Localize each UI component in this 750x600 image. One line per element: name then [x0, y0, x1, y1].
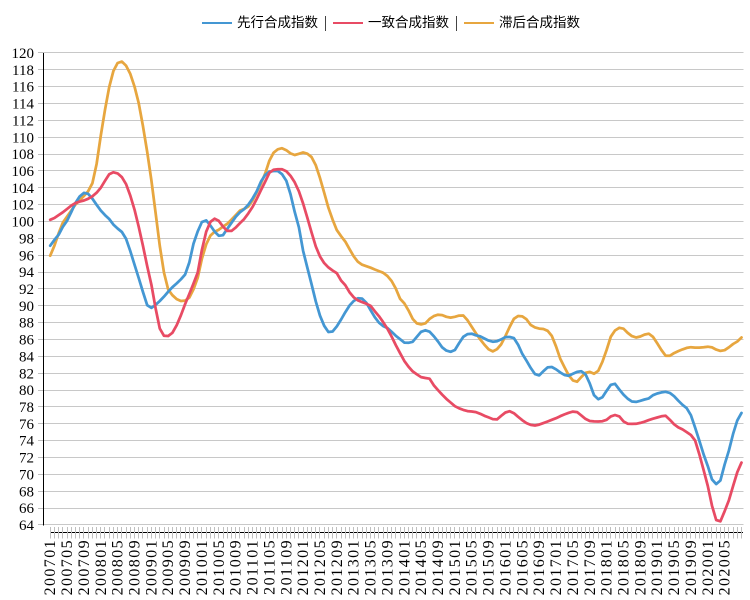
svg-text:201505: 201505 — [464, 539, 481, 595]
svg-text:201301: 201301 — [346, 539, 363, 595]
svg-text:200801: 200801 — [93, 539, 110, 595]
svg-text:78: 78 — [19, 400, 34, 416]
svg-text:200805: 200805 — [110, 539, 127, 595]
svg-text:84: 84 — [19, 349, 35, 365]
svg-text:120: 120 — [12, 46, 35, 62]
svg-text:82: 82 — [19, 366, 34, 382]
svg-text:201401: 201401 — [396, 539, 413, 595]
svg-text:201705: 201705 — [565, 539, 582, 595]
svg-text:201309: 201309 — [379, 539, 396, 595]
svg-text:201605: 201605 — [514, 539, 531, 595]
svg-text:68: 68 — [19, 484, 34, 500]
svg-text:200705: 200705 — [59, 539, 76, 595]
svg-text:200809: 200809 — [127, 539, 144, 595]
svg-text:201101: 201101 — [245, 539, 262, 595]
svg-text:116: 116 — [12, 80, 34, 96]
svg-text:102: 102 — [12, 198, 35, 214]
svg-text:201801: 201801 — [599, 539, 616, 595]
svg-text:201409: 201409 — [430, 539, 447, 595]
svg-text:201105: 201105 — [261, 539, 278, 595]
svg-text:201405: 201405 — [413, 539, 430, 595]
svg-text:90: 90 — [19, 299, 34, 315]
svg-text:112: 112 — [12, 113, 34, 129]
svg-text:201509: 201509 — [481, 539, 498, 595]
svg-text:202001: 202001 — [700, 539, 717, 595]
svg-text:64: 64 — [19, 518, 35, 534]
svg-text:202005: 202005 — [717, 539, 734, 595]
svg-text:200905: 200905 — [160, 539, 177, 595]
svg-text:200909: 200909 — [177, 539, 194, 595]
svg-text:200709: 200709 — [76, 539, 93, 595]
svg-text:80: 80 — [19, 383, 34, 399]
svg-text:201805: 201805 — [616, 539, 633, 595]
svg-text:201305: 201305 — [363, 539, 380, 595]
svg-text:86: 86 — [19, 333, 35, 349]
svg-text:201709: 201709 — [582, 539, 599, 595]
svg-text:201601: 201601 — [497, 539, 514, 595]
svg-text:201109: 201109 — [278, 539, 295, 595]
svg-text:96: 96 — [19, 248, 35, 264]
svg-text:98: 98 — [19, 231, 34, 247]
svg-text:200701: 200701 — [42, 539, 59, 595]
svg-text:201901: 201901 — [649, 539, 666, 595]
svg-text:114: 114 — [12, 97, 34, 113]
svg-text:201809: 201809 — [632, 539, 649, 595]
svg-text:76: 76 — [19, 417, 35, 433]
svg-text:201209: 201209 — [329, 539, 346, 595]
svg-text:104: 104 — [12, 181, 35, 197]
svg-text:66: 66 — [19, 501, 35, 517]
svg-text:118: 118 — [12, 63, 34, 79]
svg-text:70: 70 — [19, 467, 34, 483]
svg-text:201005: 201005 — [211, 539, 228, 595]
svg-text:201009: 201009 — [228, 539, 245, 595]
svg-text:201201: 201201 — [295, 539, 312, 595]
svg-text:110: 110 — [12, 130, 34, 146]
svg-text:94: 94 — [19, 265, 35, 281]
svg-text:201501: 201501 — [447, 539, 464, 595]
svg-text:201701: 201701 — [548, 539, 565, 595]
svg-text:201905: 201905 — [666, 539, 683, 595]
svg-text:100: 100 — [12, 215, 35, 231]
svg-text:108: 108 — [12, 147, 35, 163]
svg-text:201001: 201001 — [194, 539, 211, 595]
svg-text:92: 92 — [19, 282, 34, 298]
svg-text:74: 74 — [19, 434, 35, 450]
svg-text:72: 72 — [19, 451, 34, 467]
svg-text:200901: 200901 — [143, 539, 160, 595]
svg-text:106: 106 — [12, 164, 35, 180]
svg-text:201909: 201909 — [683, 539, 700, 595]
svg-text:201609: 201609 — [531, 539, 548, 595]
svg-text:88: 88 — [19, 316, 34, 332]
svg-text:201205: 201205 — [312, 539, 329, 595]
